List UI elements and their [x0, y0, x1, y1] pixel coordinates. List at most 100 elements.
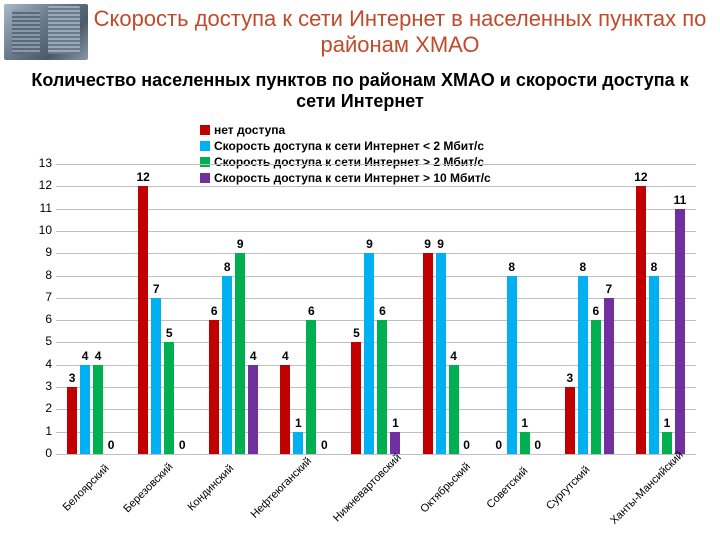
y-tick: 7	[32, 290, 52, 304]
bar-group: 128111	[625, 164, 696, 454]
y-tick: 5	[32, 334, 52, 348]
x-label: Кондинский	[181, 454, 241, 534]
page-title: Скорость доступа к сети Интернет в насел…	[90, 6, 710, 58]
bar	[293, 432, 303, 454]
bar-value-label: 1	[291, 416, 305, 430]
x-label: Сургутский	[538, 454, 598, 534]
x-label: Нижневартовский	[322, 454, 413, 534]
y-tick: 0	[32, 446, 52, 460]
bar	[248, 365, 258, 454]
x-label: Нефтеюганский	[241, 454, 322, 534]
y-tick: 13	[32, 156, 52, 170]
bar-group: 99 4 0	[412, 164, 483, 454]
bar-value-label: 12	[634, 170, 648, 184]
bar-group: 3440	[56, 164, 127, 454]
bar	[351, 342, 361, 454]
y-tick: 4	[32, 357, 52, 371]
bar	[449, 365, 459, 454]
bar-value-label: 0	[175, 438, 189, 452]
x-label: Октябрьский	[413, 454, 478, 534]
bar	[93, 365, 103, 454]
chart-title: Количество населенных пунктов по районам…	[20, 70, 700, 112]
bar-value-label: 9	[362, 237, 376, 251]
bar-group: 0810	[483, 164, 554, 454]
bar	[164, 342, 174, 454]
bar	[222, 276, 232, 454]
bar-value-label: 1	[660, 416, 674, 430]
y-tick: 1	[32, 424, 52, 438]
bar-value-label: 3	[563, 371, 577, 385]
bar-value-label: 4	[447, 349, 461, 363]
logo-image	[4, 4, 88, 60]
bar	[67, 387, 77, 454]
bar	[578, 276, 588, 454]
bar-value-label: 6	[589, 304, 603, 318]
bar-value-label: 3	[65, 371, 79, 385]
y-tick: 9	[32, 245, 52, 259]
bar	[138, 186, 148, 454]
bar	[520, 432, 530, 454]
bar-group: 6 8 9 4	[198, 164, 269, 454]
bar-value-label: 0	[460, 438, 474, 452]
y-tick: 2	[32, 401, 52, 415]
bar-value-label: 12	[136, 170, 150, 184]
bar	[636, 186, 646, 454]
bar	[662, 432, 672, 454]
bar-value-label: 0	[531, 438, 545, 452]
bar-value-label: 6	[207, 304, 221, 318]
bar-value-label: 8	[576, 260, 590, 274]
bar-value-label: 8	[505, 260, 519, 274]
bar-value-label: 4	[246, 349, 260, 363]
y-tick: 8	[32, 268, 52, 282]
bar	[507, 276, 517, 454]
bar-group: 3 8 6 7	[554, 164, 625, 454]
bar-value-label: 5	[162, 326, 176, 340]
bar-group: 4 1 6 0	[269, 164, 340, 454]
bar	[377, 320, 387, 454]
bar-value-label: 6	[304, 304, 318, 318]
y-tick: 12	[32, 178, 52, 192]
bar-value-label: 11	[673, 193, 687, 207]
y-tick: 6	[32, 312, 52, 326]
bar	[423, 253, 433, 454]
bar	[280, 365, 290, 454]
bar-chart: 012345678910111213 344012750689441605961…	[30, 120, 700, 520]
bar-value-label: 4	[278, 349, 292, 363]
bar-group: 12 7 5 0	[127, 164, 198, 454]
x-label: Белоярский	[56, 454, 116, 534]
bar-group: 5 9 6 1	[340, 164, 411, 454]
bar	[390, 432, 400, 454]
bar-value-label: 8	[220, 260, 234, 274]
bar-value-label: 9	[421, 237, 435, 251]
x-label: Советский	[478, 454, 538, 534]
x-label: Березовский	[116, 454, 181, 534]
bar-value-label: 8	[647, 260, 661, 274]
plot-area: 012345678910111213 344012750689441605961…	[56, 164, 696, 454]
bar	[604, 298, 614, 454]
bar	[235, 253, 245, 454]
y-tick: 3	[32, 379, 52, 393]
bar-value-label: 7	[602, 282, 616, 296]
bar-value-label: 4	[91, 349, 105, 363]
bar	[80, 365, 90, 454]
y-tick: 11	[32, 201, 52, 215]
bar-value-label: 7	[149, 282, 163, 296]
bar	[565, 387, 575, 454]
bar-value-label: 6	[375, 304, 389, 318]
bar-value-label: 0	[104, 438, 118, 452]
bar	[649, 276, 659, 454]
bar	[675, 209, 685, 454]
bar	[151, 298, 161, 454]
bar-value-label: 0	[492, 438, 506, 452]
bar	[364, 253, 374, 454]
y-tick: 10	[32, 223, 52, 237]
bar	[436, 253, 446, 454]
bar-value-label: 0	[317, 438, 331, 452]
bar-value-label: 9	[434, 237, 448, 251]
x-label: Ханты-Мансийский	[598, 454, 696, 534]
bar-value-label: 9	[233, 237, 247, 251]
bar-value-label: 4	[78, 349, 92, 363]
bar	[209, 320, 219, 454]
bar-value-label: 5	[349, 326, 363, 340]
bar-value-label: 1	[388, 416, 402, 430]
